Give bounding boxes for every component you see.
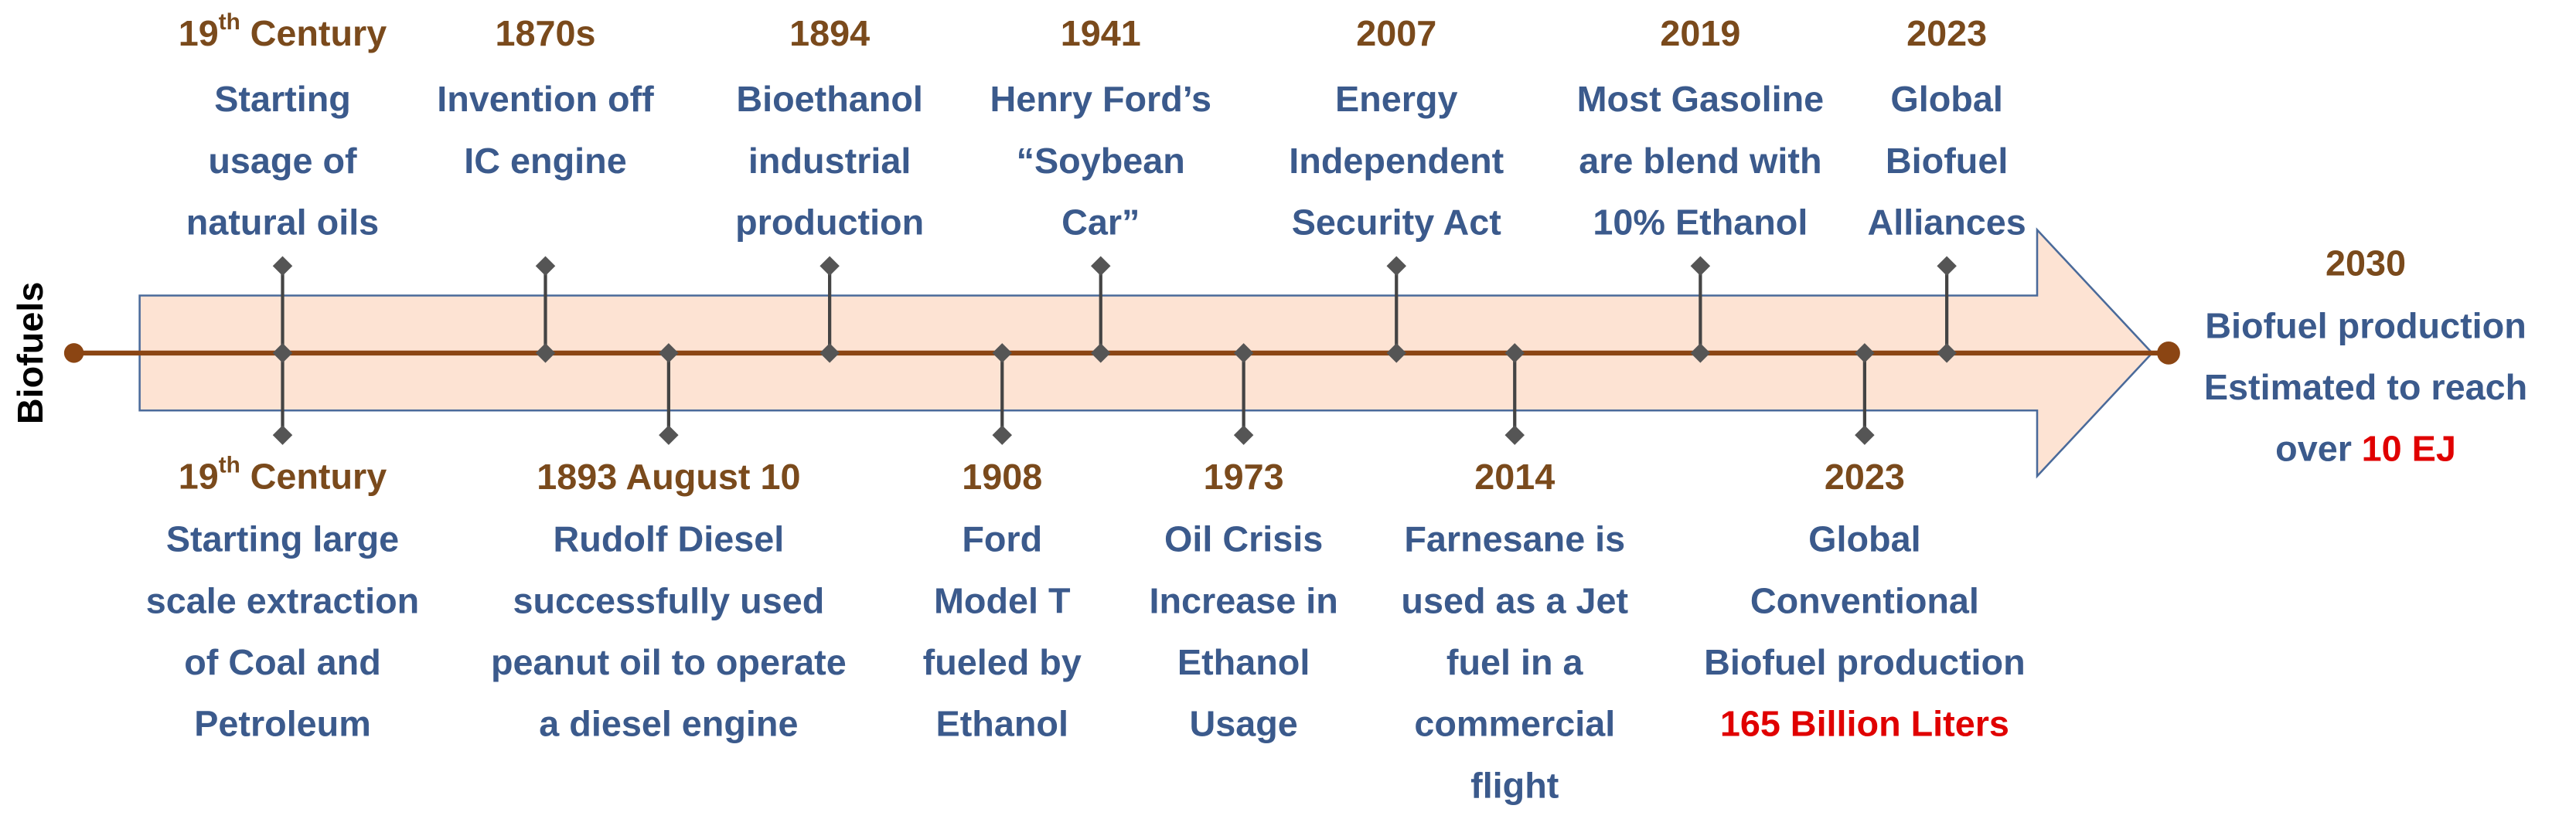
marker-diamond xyxy=(1233,343,1254,363)
event-text: flight xyxy=(1470,765,1559,805)
event-text: IC engine xyxy=(464,141,626,181)
text-prefix: over xyxy=(2275,429,2352,469)
event-year: 1973 xyxy=(1204,457,1284,497)
event-year: 1893 August 10 xyxy=(537,457,800,497)
event-text: Starting large xyxy=(166,519,399,559)
event-text: Biofuel xyxy=(1886,141,2008,181)
marker-diamond xyxy=(992,425,1012,445)
event-text: Increase in xyxy=(1149,580,1337,620)
event-text: production xyxy=(735,202,924,242)
event-year: 1870s xyxy=(495,13,595,53)
event-text: commercial xyxy=(1414,704,1615,744)
event-year: 2023 xyxy=(1825,457,1905,497)
event-year: 2023 xyxy=(1906,13,1987,53)
event-text: Global xyxy=(1890,79,2002,119)
event-text: Invention off xyxy=(437,79,654,119)
event-year: 1908 xyxy=(962,457,1042,497)
event-text: scale extraction xyxy=(146,580,419,620)
marker-diamond xyxy=(1386,256,1406,276)
event-text: over 10 EJ xyxy=(2275,429,2456,469)
year-sup: th xyxy=(219,9,240,35)
event-text: Usage xyxy=(1189,704,1297,744)
event-year: 1894 xyxy=(789,13,870,53)
marker-diamond xyxy=(535,256,556,276)
marker-diamond xyxy=(1504,425,1525,445)
event-text: Car” xyxy=(1061,202,1140,242)
marker-diamond xyxy=(535,343,556,363)
event-text: Bioethanol xyxy=(736,79,923,119)
event-year: 19th Century xyxy=(179,9,387,53)
event-year: 2014 xyxy=(1474,457,1555,497)
event-year: 2007 xyxy=(1356,13,1436,53)
event-text: Henry Ford’s xyxy=(990,79,1211,119)
event-text: fuel in a xyxy=(1446,642,1584,682)
event-text: Energy xyxy=(1335,79,1458,119)
event-year: 1941 xyxy=(1061,13,1141,53)
marker-diamond xyxy=(1386,343,1406,363)
event-text: Rudolf Diesel xyxy=(554,519,785,559)
year-base: 19 xyxy=(179,13,219,53)
marker-diamond xyxy=(992,343,1012,363)
axis-label: Biofuels xyxy=(10,282,50,424)
end-dot xyxy=(2157,342,2180,365)
event-text: Starting xyxy=(214,79,351,119)
marker-diamond xyxy=(1504,343,1525,363)
marker-diamond xyxy=(1091,256,1111,276)
year-base: 19 xyxy=(179,457,219,497)
event-text: fueled by xyxy=(923,642,1082,682)
event-text: industrial xyxy=(748,141,911,181)
marker-diamond xyxy=(1855,425,1875,445)
marker-diamond xyxy=(1091,343,1111,363)
event-year: 19th Century xyxy=(179,452,387,496)
event-text: Ethanol xyxy=(936,704,1068,744)
event-highlight: 10 EJ xyxy=(2362,429,2456,469)
event-text: Farnesane is xyxy=(1404,519,1625,559)
marker-diamond xyxy=(272,343,293,363)
event-text: Oil Crisis xyxy=(1164,519,1323,559)
marker-diamond xyxy=(659,425,679,445)
event-text: used as a Jet xyxy=(1401,580,1628,620)
event-text: natural oils xyxy=(186,202,379,242)
event-text: “Soybean xyxy=(1017,141,1185,181)
marker-diamond xyxy=(1233,425,1254,445)
event-text: Security Act xyxy=(1292,202,1501,242)
marker-diamond xyxy=(1690,256,1711,276)
event-text: Conventional xyxy=(1750,580,1979,620)
event-text: a diesel engine xyxy=(539,704,798,744)
event-text: Alliances xyxy=(1867,202,2026,242)
event-text: Ethanol xyxy=(1177,642,1310,682)
marker-diamond xyxy=(819,343,840,363)
year-suffix: Century xyxy=(250,13,387,53)
event-text: usage of xyxy=(208,141,357,181)
marker-diamond xyxy=(1690,343,1711,363)
year-suffix: Century xyxy=(250,457,387,497)
event-text: Petroleum xyxy=(194,704,371,744)
event-text: Independent xyxy=(1289,141,1504,181)
event-year: 2030 xyxy=(2326,243,2406,284)
marker-diamond xyxy=(272,425,293,445)
marker-diamond xyxy=(819,256,840,276)
event-text: Estimated to reach xyxy=(2204,367,2527,407)
marker-diamond xyxy=(272,256,293,276)
event-text: Biofuel production xyxy=(2205,305,2527,345)
marker-diamond xyxy=(1937,256,1957,276)
event-text: are blend with xyxy=(1579,141,1821,181)
start-dot xyxy=(63,343,84,363)
marker-diamond xyxy=(1855,343,1875,363)
event-text: successfully used xyxy=(513,580,824,620)
event-text: 10% Ethanol xyxy=(1593,202,1808,242)
marker-diamond xyxy=(1937,343,1957,363)
event-text: peanut oil to operate xyxy=(491,642,847,682)
event-text: Model T xyxy=(934,580,1071,620)
event-text: of Coal and xyxy=(184,642,381,682)
event-year: 2019 xyxy=(1660,13,1740,53)
year-sup: th xyxy=(219,452,240,477)
event-text: Biofuel production xyxy=(1704,642,2026,682)
event-highlight: 165 Billion Liters xyxy=(1720,704,2009,744)
event-text: Most Gasoline xyxy=(1577,79,1825,119)
event-text: Ford xyxy=(962,519,1042,559)
event-text: Global xyxy=(1808,519,1920,559)
marker-diamond xyxy=(659,343,679,363)
